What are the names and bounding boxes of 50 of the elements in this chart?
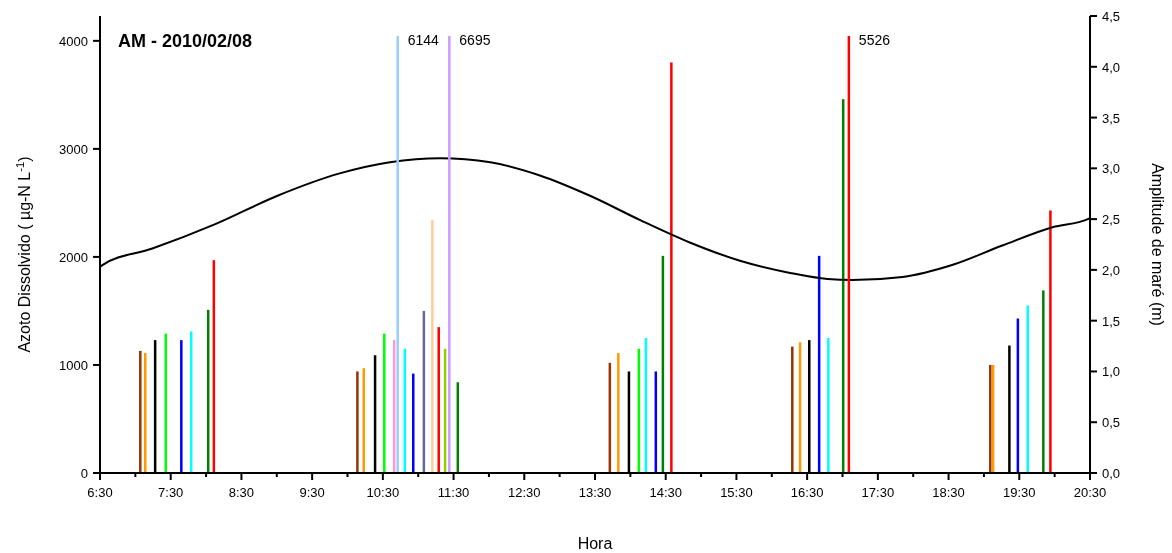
x-tick-label: 15:30 — [720, 485, 753, 500]
annotation: 6695 — [459, 32, 491, 48]
y2-tick-label: 2,5 — [1102, 212, 1121, 228]
bar — [1049, 210, 1052, 473]
bar — [144, 353, 147, 473]
x-tick-label: 8:30 — [228, 485, 255, 500]
y2-tick-label: 3,0 — [1102, 161, 1121, 177]
bar — [412, 373, 415, 473]
y2-tick-label: 4,0 — [1102, 59, 1121, 75]
y-tick-label: 3000 — [59, 141, 88, 157]
y-tick-label: 2000 — [59, 249, 88, 265]
bar — [437, 327, 440, 473]
y2-tick-label: 1,5 — [1102, 313, 1121, 329]
y2-tick-label: 0,5 — [1102, 415, 1121, 431]
bar — [791, 346, 794, 473]
x-tick-label: 7:30 — [158, 485, 184, 500]
y-tick-label: 4000 — [59, 33, 88, 49]
x-tick-label: 12:30 — [508, 485, 541, 500]
x-axis-title: Hora — [577, 535, 613, 552]
x-tick-label: 9:30 — [299, 485, 325, 500]
y-tick-label: 1000 — [59, 357, 88, 373]
y2-tick-label: 1,0 — [1102, 364, 1121, 380]
x-tick-label: 16:30 — [790, 485, 824, 500]
bar — [1042, 290, 1045, 473]
bar — [827, 337, 830, 473]
y2-axis-title: Amplitude de maré (m) — [1149, 163, 1166, 326]
x-tick-label: 13:30 — [578, 485, 612, 500]
x-tick-label: 6:30 — [87, 485, 113, 500]
x-tick-label: 14:30 — [649, 485, 682, 500]
bar — [180, 340, 183, 473]
annotation: 6144 — [407, 32, 440, 48]
y-tick-label: 0 — [80, 466, 88, 481]
text: AM - 2010/02/08 — [118, 31, 253, 51]
bar — [383, 333, 386, 473]
y2-tick-label: 4,5 — [1102, 9, 1121, 24]
bar — [617, 353, 620, 473]
y2-tick-label: 2,0 — [1102, 262, 1121, 278]
bar — [356, 371, 359, 473]
bar — [670, 62, 673, 473]
x-tick-label: 20:30 — [1073, 485, 1107, 500]
bar — [139, 350, 142, 473]
x-tick-label: 19:30 — [1003, 485, 1036, 500]
y2-tick-label: 0,0 — [1102, 466, 1121, 481]
x-tick-label: 10:30 — [366, 485, 400, 500]
annotation: 5526 — [858, 32, 891, 48]
x-tick-label: 11:30 — [437, 485, 470, 500]
x-tick-label: 18:30 — [932, 485, 965, 500]
y2-tick-label: 3,5 — [1102, 110, 1121, 126]
x-tick-label: 17:30 — [861, 485, 895, 500]
bar — [431, 220, 434, 473]
